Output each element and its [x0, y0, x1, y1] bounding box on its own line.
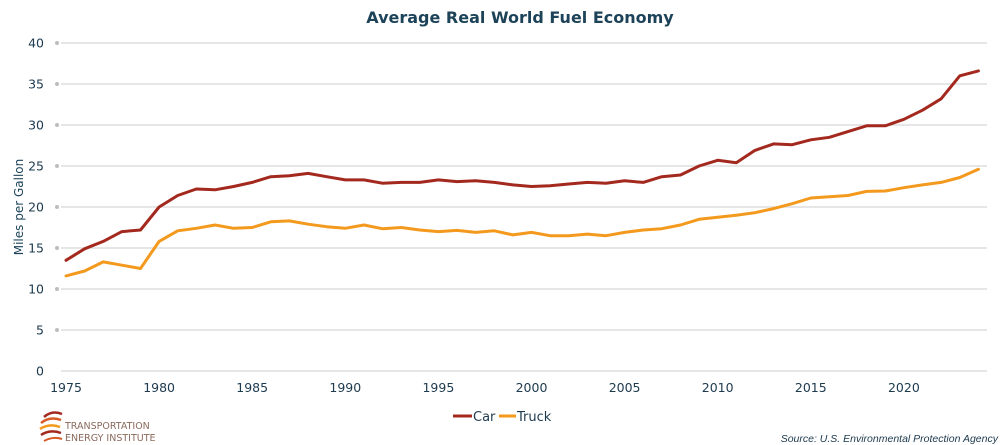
- series-line-car: [64, 69, 980, 262]
- x-tick-label: 1980: [143, 380, 175, 395]
- x-tick-label: 2020: [888, 380, 920, 395]
- y-tick-label: 20: [28, 200, 44, 215]
- grid-dot-20: [55, 205, 59, 209]
- y-tick-label: 5: [36, 323, 44, 338]
- y-tick-label: 10: [28, 282, 44, 297]
- grid-dot-5: [55, 328, 59, 332]
- logo-text-line1: TRANSPORTATION: [64, 421, 150, 432]
- x-tick-label: 1975: [50, 380, 82, 395]
- grid-dot-35: [55, 82, 59, 86]
- series-line-truck: [64, 167, 980, 278]
- grid-dot-10: [55, 287, 59, 291]
- x-tick-label: 2010: [702, 380, 734, 395]
- legend-item-truck[interactable]: Truck: [499, 410, 552, 425]
- legend: Car Truck: [453, 410, 552, 425]
- grid-dot-15: [55, 246, 59, 250]
- x-tick-label: 1995: [422, 380, 454, 395]
- y-axis-ticks: 0 5 10 15 20 25 30 35 40: [28, 36, 44, 379]
- x-tick-label: 1985: [236, 380, 268, 395]
- y-tick-label: 40: [28, 36, 44, 51]
- x-axis-ticks: 1975 1980 1985 1990 1995 2000 2005 2010 2015 2020: [50, 380, 920, 395]
- x-tick-label: 2005: [609, 380, 641, 395]
- legend-label-truck: Truck: [516, 410, 552, 425]
- logo-text-line2: ENERGY INSTITUTE: [65, 433, 156, 444]
- tei-logo: TRANSPORTATION ENERGY INSTITUTE: [39, 411, 156, 444]
- legend-label-car: Car: [473, 410, 496, 425]
- chart-title: Average Real World Fuel Economy: [366, 8, 674, 27]
- gridlines: [55, 41, 987, 372]
- x-tick-label: 1990: [329, 380, 361, 395]
- series-lines: [64, 69, 980, 278]
- y-tick-label: 30: [28, 118, 44, 133]
- legend-item-car[interactable]: Car: [453, 410, 496, 425]
- x-tick-label: 2000: [516, 380, 548, 395]
- source-note: Source: U.S. Environmental Protection Ag…: [781, 433, 999, 445]
- grid-dot-40: [55, 41, 59, 45]
- grid-dot-30: [55, 123, 59, 127]
- y-tick-label: 25: [28, 159, 44, 174]
- logo-swoosh-icon: [39, 411, 63, 442]
- y-tick-label: 15: [28, 241, 44, 256]
- y-axis-label: Miles per Gallon: [12, 159, 26, 256]
- x-tick-label: 2015: [795, 380, 827, 395]
- grid-dot-25: [55, 164, 59, 168]
- y-tick-label: 0: [36, 364, 44, 379]
- y-tick-label: 35: [28, 77, 44, 92]
